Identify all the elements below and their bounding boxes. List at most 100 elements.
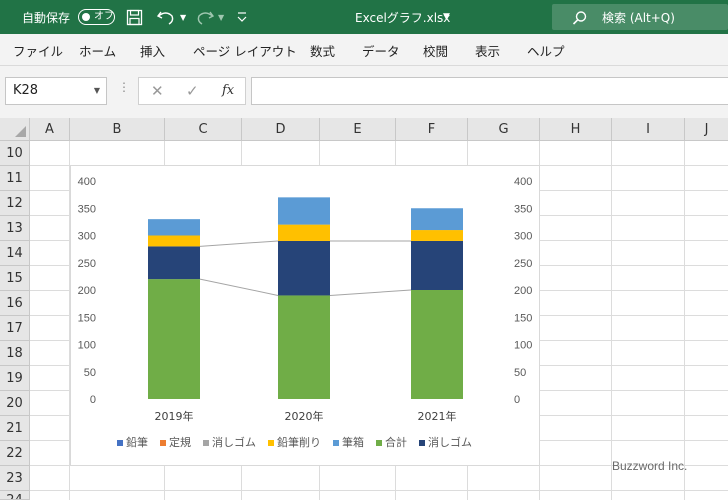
bar-segment [411,230,463,241]
autosave-state: オフ [94,11,114,22]
column-header-e[interactable]: E [320,118,396,141]
formula-bar-grip-icon: ⋮ [118,80,130,94]
x-axis-tick-label: 2020年 [285,409,324,423]
y2-axis-tick-label: 0 [514,394,520,406]
series-line [329,289,412,296]
undo-dropdown-icon[interactable]: ▼ [180,12,187,22]
tab-data[interactable]: データ [362,43,400,59]
column-header-j[interactable]: J [685,118,728,141]
legend-entry: 鉛筆 [126,435,148,449]
column-header-h[interactable]: H [540,118,612,141]
file-name[interactable]: Excelグラフ.xlsx [355,10,451,25]
bar-segment [411,290,463,399]
row-header-10[interactable]: 10 [0,141,30,166]
row-header-16[interactable]: 16 [0,291,30,316]
row-header-24[interactable]: 24 [0,491,30,500]
bar-segment [148,219,200,236]
name-box[interactable]: K28 ▼ [5,77,107,105]
y2-axis-tick-label: 400 [514,176,532,188]
save-icon[interactable] [126,9,144,26]
tab-file[interactable]: ファイル [13,43,64,59]
row-header-23[interactable]: 23 [0,466,30,491]
worksheet-grid: A B C D E F G H I J 10 11 12 13 14 15 16… [0,118,728,500]
insert-function-icon[interactable]: fx [222,83,235,98]
bar-segment [148,235,200,247]
undo-icon[interactable] [156,8,176,26]
select-all-icon [15,126,26,137]
customize-toolbar-icon[interactable] [236,11,248,23]
tab-view[interactable]: 表示 [475,43,501,59]
tab-insert[interactable]: 挿入 [140,43,166,59]
column-header-g[interactable]: G [468,118,540,141]
row-header-13[interactable]: 13 [0,216,30,241]
autosave-toggle[interactable]: オフ [78,9,115,25]
column-header-d[interactable]: D [242,118,320,141]
row-header-20[interactable]: 20 [0,391,30,416]
cancel-icon[interactable]: ✕ [151,82,164,100]
search-icon [572,11,587,25]
row-header-18[interactable]: 18 [0,341,30,366]
legend-entry: 鉛筆削り [277,435,321,449]
bar-segment [148,246,200,280]
legend-swatch [333,440,339,446]
legend-entry: 消しゴム [428,435,472,449]
column-header-a[interactable]: A [30,118,70,141]
y-axis-tick-label: 400 [78,176,96,188]
y-axis-tick-label: 350 [78,203,96,215]
gridline [611,141,612,500]
x-axis-tick-label: 2019年 [155,409,194,423]
name-box-dropdown-icon[interactable]: ▼ [93,86,100,95]
y2-axis-tick-label: 350 [514,203,532,215]
enter-icon[interactable]: ✓ [186,82,199,100]
tab-help[interactable]: ヘルプ [527,43,565,59]
gridline [30,490,728,491]
row-header-21[interactable]: 21 [0,416,30,441]
row-header-14[interactable]: 14 [0,241,30,266]
redo-dropdown-icon[interactable]: ▼ [218,12,225,22]
toggle-knob-icon [82,13,90,21]
tab-home[interactable]: ホーム [79,43,117,59]
watermark: Buzzword Inc. [612,459,688,473]
column-header-b[interactable]: B [70,118,165,141]
tab-review[interactable]: 校閲 [423,43,449,59]
formula-input[interactable] [251,77,728,105]
row-header-22[interactable]: 22 [0,441,30,466]
file-name-dropdown-icon[interactable]: ▼ [443,12,450,22]
autosave-label: 自動保存 [22,10,71,25]
gridline [69,141,70,500]
bar-segment [278,240,330,296]
redo-icon[interactable] [195,8,215,26]
column-header-f[interactable]: F [396,118,468,141]
bar-segment [411,208,463,231]
legend-entry: 合計 [385,435,407,449]
y-axis-tick-label: 150 [78,312,96,324]
name-box-value: K28 [13,83,39,98]
legend-swatch [160,440,166,446]
series-line [199,278,279,296]
legend-swatch [203,440,209,446]
y-axis-tick-label: 0 [90,394,96,406]
row-header-17[interactable]: 17 [0,316,30,341]
row-header-11[interactable]: 11 [0,166,30,191]
bar-segment [278,295,330,399]
stacked-bar-chart[interactable]: 0 50 100 150 200 250 300 350 400 0 50 100 150 200 250 3… [70,165,540,466]
x-axis-tick-label: 2021年 [418,409,457,423]
bar-segment [148,279,200,399]
tab-formulas[interactable]: 数式 [310,43,336,59]
title-bar: 自動保存 オフ ▼ ▼ Excelグラフ.xlsx ▼ 検索 (Alt+Q) [0,0,728,34]
y-axis-tick-label: 100 [78,340,96,352]
legend-entry: 定規 [169,435,191,449]
y2-axis-tick-label: 300 [514,231,532,243]
search-placeholder[interactable]: 検索 (Alt+Q) [602,10,675,25]
column-header-c[interactable]: C [165,118,242,141]
row-header-15[interactable]: 15 [0,266,30,291]
row-header-19[interactable]: 19 [0,366,30,391]
row-header-12[interactable]: 12 [0,191,30,216]
gridline [684,141,685,500]
tab-page-layout[interactable]: ページ レイアウト [193,43,297,59]
legend-entry: 筆箱 [342,435,364,449]
bar-segment [411,240,463,290]
search-box[interactable] [552,4,728,30]
column-header-i[interactable]: I [612,118,685,141]
select-all-button[interactable] [0,118,30,141]
